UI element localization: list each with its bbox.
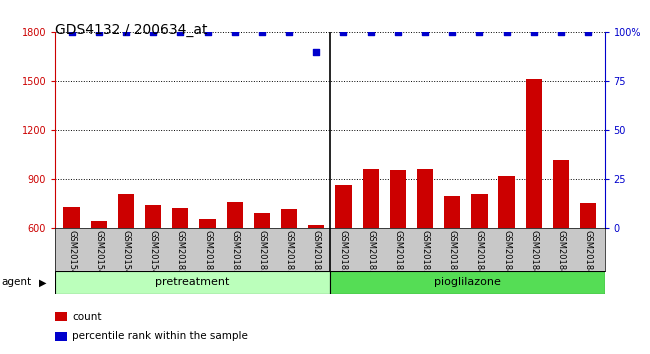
Point [66,29,77,35]
Point [148,29,159,35]
Bar [145,205,161,228]
Bar [335,185,352,228]
Text: GSM201830: GSM201830 [203,230,212,280]
Text: pretreatment: pretreatment [155,277,229,287]
Point [338,29,348,35]
Text: GSM201841: GSM201841 [502,230,511,280]
Point [121,29,131,35]
Bar [330,271,604,294]
Bar [308,225,324,228]
Bar [172,208,188,228]
Bar [499,176,515,228]
Point [175,29,185,35]
Point [202,29,213,35]
Point [528,29,539,35]
Bar [526,79,542,228]
Text: GSM201542: GSM201542 [67,230,76,280]
Point [311,48,322,54]
Text: GSM201831: GSM201831 [230,230,239,280]
Point [94,29,104,35]
Point [284,29,294,35]
Point [365,29,376,35]
Text: GSM201544: GSM201544 [122,230,131,280]
Bar [390,170,406,228]
Text: GSM201545: GSM201545 [149,230,158,280]
Text: GSM201837: GSM201837 [393,230,402,280]
Point [583,29,593,35]
Text: GSM201836: GSM201836 [366,230,375,280]
Text: GSM201844: GSM201844 [584,230,593,280]
Point [474,29,485,35]
Text: GSM201832: GSM201832 [257,230,266,280]
Text: GDS4132 / 200634_at: GDS4132 / 200634_at [55,23,208,37]
Text: ▶: ▶ [39,277,47,287]
Bar [553,160,569,228]
Bar [90,221,107,228]
Point [501,29,512,35]
Bar [281,209,297,228]
Point [257,29,267,35]
Text: GSM201835: GSM201835 [339,230,348,280]
Bar [200,218,216,228]
Text: percentile rank within the sample: percentile rank within the sample [72,331,248,341]
Bar [471,194,488,228]
Text: pioglilazone: pioglilazone [434,277,500,287]
Text: agent: agent [1,277,31,287]
Text: GSM201842: GSM201842 [529,230,538,280]
Point [420,29,430,35]
Point [556,29,566,35]
Point [229,29,240,35]
Bar [64,207,80,228]
Point [393,29,403,35]
Text: GSM201840: GSM201840 [475,230,484,280]
Bar [227,202,243,228]
Bar [363,170,379,228]
Text: count: count [72,312,101,322]
Bar [254,213,270,228]
Bar [580,203,596,228]
Bar [444,196,460,228]
Point [447,29,458,35]
Text: GSM201838: GSM201838 [421,230,430,280]
Text: GSM201829: GSM201829 [176,230,185,280]
Bar [417,169,433,228]
Bar [55,271,330,294]
Text: GSM201834: GSM201834 [312,230,321,280]
Bar [118,194,134,228]
Text: GSM201543: GSM201543 [94,230,103,280]
Text: GSM201839: GSM201839 [448,230,457,280]
Text: GSM201833: GSM201833 [285,230,294,280]
Text: GSM201843: GSM201843 [556,230,566,280]
